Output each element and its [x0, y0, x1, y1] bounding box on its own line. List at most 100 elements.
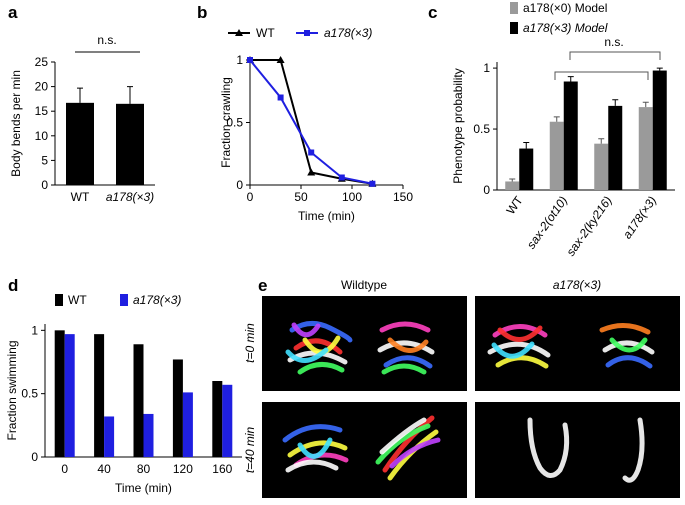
error-bar — [612, 99, 619, 106]
legend-label: a178(×3) — [133, 293, 181, 307]
panel-label: e — [258, 276, 267, 295]
x-tick-label: a178(×3) — [620, 194, 659, 242]
bar — [133, 344, 144, 457]
column-title: a178(×3) — [553, 278, 601, 292]
x-tick-label: WT — [504, 193, 527, 217]
worm-tracks — [282, 321, 655, 483]
y-tick-label: 10 — [35, 129, 49, 143]
y-axis-title: Fraction crawling — [219, 77, 233, 168]
x-tick-label: a178(×3) — [106, 190, 154, 204]
error-bar — [656, 67, 663, 71]
bracket — [554, 71, 649, 80]
y-axis-title: Body bends per min — [9, 70, 23, 177]
bar — [652, 70, 667, 190]
bar — [638, 107, 653, 190]
y-tick-label: 5 — [41, 153, 48, 167]
y-tick-label: 20 — [35, 80, 49, 94]
x-tick-label: 120 — [173, 462, 193, 476]
x-axis-title: Time (min) — [298, 209, 355, 223]
y-tick-label: 0.5 — [226, 116, 243, 130]
error-bar — [77, 87, 83, 103]
legend-swatch — [510, 2, 518, 14]
point — [276, 56, 285, 63]
legend-label: a178(×3) — [324, 26, 372, 40]
bar — [505, 181, 520, 190]
point — [307, 168, 316, 176]
point — [308, 149, 315, 156]
y-tick-label: 0.5 — [473, 122, 490, 136]
bar — [104, 416, 115, 457]
panel-label: a — [8, 3, 18, 22]
bar — [143, 413, 154, 457]
bar — [172, 359, 183, 457]
x-tick-label: WT — [71, 190, 90, 204]
y-tick-label: 0 — [236, 178, 243, 192]
y-tick-label: 25 — [35, 55, 49, 69]
legend-swatch — [55, 294, 63, 306]
x-tick-label: 40 — [97, 462, 111, 476]
bar — [182, 392, 193, 457]
bar — [563, 81, 578, 190]
x-tick-label: 0 — [61, 462, 68, 476]
legend-swatch — [510, 22, 518, 34]
line — [249, 59, 373, 185]
row-title: t=0 min — [243, 323, 257, 363]
image — [262, 296, 467, 391]
y-tick-label: 15 — [35, 104, 49, 118]
y-tick-label: 1 — [31, 323, 38, 337]
panel-label: d — [8, 276, 18, 295]
bar — [222, 384, 233, 457]
y-tick-label: 0 — [483, 183, 490, 197]
bar — [116, 103, 144, 185]
column-title: Wildtype — [341, 278, 387, 292]
bar — [94, 334, 105, 457]
bar — [519, 148, 534, 190]
bar — [54, 330, 65, 457]
legend-label: WT — [256, 26, 275, 40]
point — [338, 174, 345, 181]
annotation: n.s. — [97, 33, 116, 47]
legend-label: a178(×3) Model — [523, 21, 608, 35]
error-bar — [127, 86, 133, 104]
x-tick-label: 160 — [212, 462, 232, 476]
legend-label: a178(×0) Model — [523, 1, 607, 15]
panel-label: c — [428, 3, 437, 22]
row-title: t=40 min — [243, 426, 257, 473]
error-bar — [553, 116, 560, 122]
x-tick-label: sax-2(ky216) — [563, 194, 614, 259]
annotation: n.s. — [604, 35, 623, 49]
bar — [64, 334, 75, 457]
x-axis-title: Time (min) — [115, 481, 172, 495]
image — [475, 402, 680, 498]
y-axis-title: Fraction swimming — [5, 340, 19, 440]
x-tick-label: sax-2(ot10) — [524, 194, 570, 252]
x-tick-label: 100 — [342, 190, 362, 204]
image — [262, 402, 467, 498]
panel-label: b — [197, 3, 207, 22]
bar — [212, 381, 223, 457]
error-bar — [509, 178, 516, 182]
legend-swatch — [120, 294, 128, 306]
bar — [549, 121, 564, 190]
y-tick-label: 0 — [31, 450, 38, 464]
legend-label: WT — [68, 293, 87, 307]
legend-marker — [304, 30, 310, 36]
error-bar — [567, 76, 574, 82]
legend-marker — [235, 29, 243, 36]
bar — [594, 143, 609, 190]
y-axis-title: Phenotype probability — [451, 68, 465, 183]
line — [250, 59, 373, 185]
point — [369, 180, 376, 187]
y-tick-label: 1 — [483, 61, 490, 75]
y-tick-label: 0.5 — [21, 387, 38, 401]
x-tick-label: 150 — [393, 190, 413, 204]
error-bar — [642, 101, 649, 108]
error-bar — [598, 138, 605, 144]
bar — [608, 105, 623, 190]
panel-e: e Wildtype a178(×3) t=0 min t=40 min — [243, 276, 680, 498]
y-tick-label: 0 — [41, 178, 48, 192]
x-tick-label: 50 — [294, 190, 308, 204]
point — [247, 57, 253, 63]
error-bar — [523, 141, 530, 149]
